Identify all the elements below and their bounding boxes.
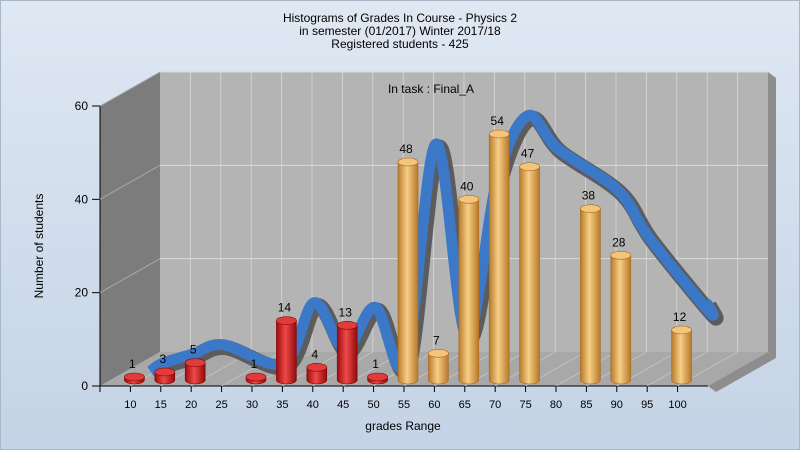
bar-data-label: 14: [278, 301, 292, 315]
histogram-bar: [184, 358, 206, 385]
bar-top: [276, 316, 297, 325]
bar-data-label: 1: [251, 357, 258, 371]
y-tick-label: 40: [75, 192, 89, 206]
x-tick-label: 55: [398, 399, 410, 411]
bar-body: [671, 329, 692, 385]
grid-line-side: [99, 71, 161, 107]
histogram-bar: [124, 372, 145, 385]
bar-body: [306, 367, 328, 385]
histogram-bar: [306, 363, 328, 385]
bar-top: [245, 372, 267, 382]
chart-title-line-2: in semester (01/2017) Winter 2017/18: [299, 24, 501, 38]
histogram-bar: [245, 372, 267, 385]
frequency-curve: [147, 109, 719, 376]
x-tick-label: 70: [489, 399, 501, 411]
bar-body: [610, 255, 632, 385]
histogram-bar: [397, 157, 419, 385]
x-tick-label: 50: [367, 399, 379, 411]
histogram-bar: [488, 129, 510, 385]
bar-data-label: 54: [491, 114, 505, 128]
bar-data-label: 5: [190, 343, 197, 357]
x-tick-label: 35: [276, 399, 288, 411]
x-tick-label: 30: [246, 399, 258, 411]
x-tick-label: 60: [428, 399, 440, 411]
x-axis-label: grades Range: [365, 419, 441, 433]
bar-body: [580, 208, 601, 385]
bar-top: [397, 157, 419, 167]
histogram-bar: [458, 195, 480, 385]
y-tick-label: 0: [81, 379, 88, 393]
histogram-bar: [671, 325, 692, 385]
chart-annotation: In task : Final_A: [388, 82, 474, 96]
chart-bottom-edge: [708, 352, 776, 392]
x-tick-label: 95: [641, 399, 653, 411]
chart-left-wall: [100, 72, 160, 386]
x-tick-label: 45: [337, 399, 349, 411]
histogram-bar: [276, 316, 297, 385]
bar-top: [428, 349, 449, 358]
grid-line-side: [99, 258, 161, 294]
histogram-bar: [154, 367, 176, 385]
bar-top: [124, 372, 145, 382]
bar-data-label: 1: [372, 357, 379, 371]
x-tick-label: 100: [668, 399, 686, 411]
y-tick-label: 60: [75, 99, 89, 113]
bar-body: [184, 362, 206, 385]
bar-data-label: 38: [582, 189, 596, 203]
bar-data-label: 28: [612, 235, 626, 249]
grid-line-side: [99, 164, 161, 200]
bar-body: [519, 166, 540, 385]
x-tick-label: 75: [519, 399, 531, 411]
bar-data-label: 13: [339, 305, 353, 319]
x-tick-label: 10: [124, 399, 136, 411]
x-tick-label: 65: [459, 399, 471, 411]
y-axis-label: Number of students: [32, 194, 46, 299]
bar-top: [306, 363, 328, 372]
bar-top: [519, 162, 540, 171]
histogram-bar: [336, 321, 358, 385]
bar-data-label: 4: [311, 347, 318, 361]
x-tick-label: 15: [155, 399, 167, 411]
bar-body: [428, 353, 449, 385]
grid-line-floor: [221, 351, 282, 387]
histogram-bar: [367, 372, 388, 385]
bar-body: [276, 320, 297, 385]
x-tick-label: 40: [307, 399, 319, 411]
histogram-bar: [428, 349, 449, 385]
bar-body: [458, 199, 480, 385]
bar-top: [671, 325, 692, 335]
bar-data-label: 3: [159, 352, 166, 366]
x-tick-label: 25: [215, 399, 227, 411]
bar-top: [580, 204, 601, 213]
x-tick-label: 80: [550, 399, 562, 411]
bar-body: [488, 133, 510, 385]
bar-data-label: 47: [521, 147, 535, 161]
x-tick-label: 20: [185, 399, 197, 411]
bar-body: [336, 325, 358, 385]
bar-top: [154, 367, 176, 377]
bar-top: [610, 251, 632, 260]
bar-top: [488, 129, 510, 139]
chart-title-line-3: Registered students - 425: [331, 37, 469, 51]
bar-body: [397, 161, 419, 385]
bar-data-label: 12: [673, 310, 687, 324]
x-tick-label: 85: [580, 399, 592, 411]
bar-data-label: 48: [399, 142, 413, 156]
bar-top: [184, 358, 206, 367]
histogram-bar: [519, 162, 540, 385]
histogram-bar: [580, 204, 601, 385]
bar-top: [336, 321, 358, 330]
y-tick-label: 20: [75, 286, 89, 300]
bar-top: [458, 195, 480, 204]
bar-data-label: 1: [129, 357, 136, 371]
bar-data-label: 7: [433, 333, 440, 347]
bar-top: [367, 372, 388, 382]
chart-title-line-1: Histograms of Grades In Course - Physics…: [282, 11, 518, 25]
x-tick-label: 90: [611, 399, 623, 411]
histogram-bar: [610, 251, 632, 385]
bar-data-label: 40: [460, 179, 474, 193]
chart-right-edge: [768, 72, 776, 358]
